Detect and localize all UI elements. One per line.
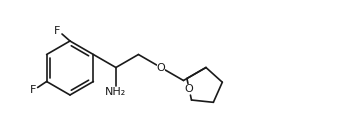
Text: NH₂: NH₂	[105, 87, 126, 96]
Text: O: O	[185, 84, 193, 94]
Text: O: O	[157, 62, 165, 73]
Text: F: F	[29, 85, 36, 95]
Text: F: F	[54, 26, 60, 36]
